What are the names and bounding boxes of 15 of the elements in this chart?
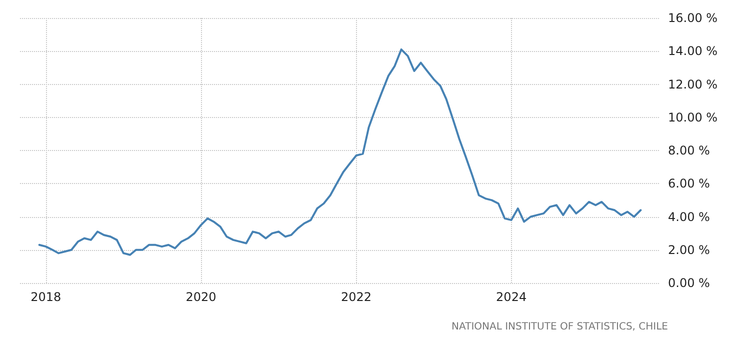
x-tick-label: 2022	[340, 290, 372, 304]
y-tick-label: 12.00 %	[668, 77, 718, 92]
y-tick-label: 16.00 %	[668, 11, 718, 25]
line-series	[38, 48, 642, 256]
y-tick-label: 2.00 %	[668, 242, 710, 257]
text: NATIONAL INSTITUTE OF STATISTICS, CHILE	[452, 322, 668, 332]
y-tick-label: 4.00 %	[668, 210, 710, 224]
x-tick-label: 2024	[496, 290, 527, 304]
x-tick-label: 2018	[30, 290, 62, 304]
y-tick-label: 0.00 %	[668, 276, 710, 290]
y-tick-label: 14.00 %	[668, 44, 718, 58]
y-tick-label: 8.00 %	[668, 144, 710, 158]
y-tick-label: 10.00 %	[668, 110, 718, 124]
x-tick-label: 2020	[186, 290, 216, 304]
y-tick-label: 6.00 %	[668, 176, 710, 191]
